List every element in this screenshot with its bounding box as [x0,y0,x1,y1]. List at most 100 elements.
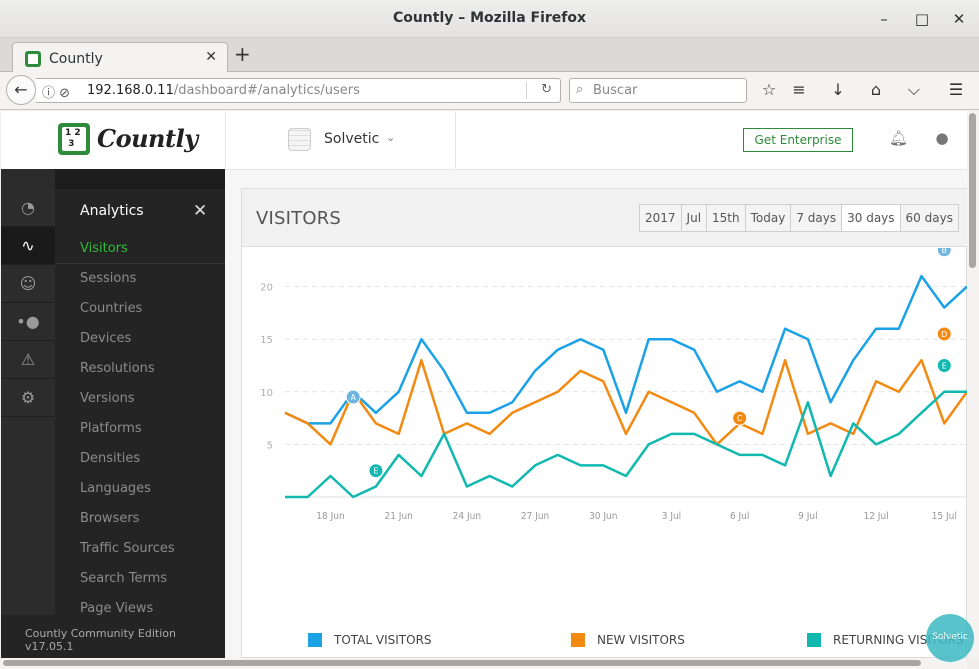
y-tick-label: 10 [260,388,273,399]
x-tick-label: 27 Jun [521,511,549,522]
search-input[interactable]: ⌕ Buscar [569,78,747,103]
pocket-icon[interactable]: ⌵ [907,80,921,99]
get-enterprise-button[interactable]: Get Enterprise [743,128,853,152]
submenu-divider [55,263,225,264]
minimize-icon[interactable]: – [880,10,888,28]
sidebar-item-languages[interactable]: Languages [80,481,151,496]
app-selector[interactable]: Solvetic ⌄ [225,111,456,169]
page-content: 1 2 3 Countly Solvetic ⌄ Get Enterprise … [1,111,967,658]
sidebar-item-resolutions[interactable]: Resolutions [80,361,155,376]
tab-bar: Countly ✕ [0,38,979,73]
date-selector: 2017 Jul 15th Today 7 days 30 days 60 da… [639,204,959,232]
logo-text: Countly [97,124,198,153]
search-icon: ⌕ [576,82,584,97]
sidebar-top-strip [1,169,225,189]
countly-favicon-icon [25,51,41,67]
sidebar-item-densities[interactable]: Densities [80,451,141,466]
y-tick-label: 15 [260,335,273,346]
analytics-pulse-icon[interactable]: ∿ [1,227,55,265]
annotation-marker [936,326,952,342]
downloads-icon[interactable]: ↓ [831,80,845,99]
series-line-1 [284,274,967,425]
sidebar-item-traffic-sources[interactable]: Traffic Sources [80,541,175,556]
back-button[interactable]: ← [6,75,36,105]
search-placeholder: Buscar [593,83,638,98]
engagement-smiley-icon[interactable]: ☺ [1,265,55,303]
sidebar-item-browsers[interactable]: Browsers [80,511,140,526]
close-window-icon[interactable]: ✕ [952,10,966,28]
chevron-down-icon: ⌄ [386,131,396,144]
date-button-2017[interactable]: 2017 [640,205,682,231]
date-button-7-days[interactable]: 7 days [791,205,843,231]
tab-label: Countly [49,51,103,67]
x-tick-label: 30 Jun [589,511,617,522]
url-text: 192.168.0.11/dashboard#/analytics/users [87,83,360,98]
annotation-marker [732,410,748,426]
horizontal-scrollbar[interactable] [1,658,967,669]
legend-total-visitors[interactable]: TOTAL VISITORS [308,633,432,647]
date-button-15th[interactable]: 15th [707,205,746,231]
header-divider [225,169,967,170]
vertical-scrollbar[interactable] [967,111,979,658]
title-bar: Countly – Mozilla Firefox – □ ✕ [0,0,979,38]
sidebar-item-devices[interactable]: Devices [80,331,132,346]
close-tab-icon[interactable]: ✕ [205,49,217,65]
annotation-label: D [941,330,947,339]
x-tick-label: 15 Jul [932,511,957,522]
site-info-icon[interactable]: ⓘ ⊘ [42,86,71,101]
crashes-warning-icon[interactable]: ⚠ [1,341,55,379]
reload-icon[interactable]: ↻ [541,82,552,97]
legend-new-visitors[interactable]: NEW VISITORS [571,633,685,647]
submenu-title: Analytics [80,203,144,219]
url-bar[interactable]: ⓘ ⊘ 192.168.0.11/dashboard#/analytics/us… [36,78,561,103]
sidebar-item-platforms[interactable]: Platforms [80,421,142,436]
settings-gear-icon[interactable]: ⚙ [1,379,55,417]
events-bubbles-icon[interactable]: •● [1,303,55,341]
solvetic-watermark: Solvetic [926,614,974,662]
annotation-label: C [737,414,743,423]
date-button-30-days[interactable]: 30 days [842,205,901,231]
sidebar-item-versions[interactable]: Versions [80,391,135,406]
dashboard-gauge-icon[interactable]: ◔ [1,189,55,227]
app-name: Solvetic [324,131,380,147]
sidebar-icon-rail: ◔ ∿ ☺ •● ⚠ ⚙ [1,169,55,658]
window-title: Countly – Mozilla Firefox [392,10,587,26]
app-icon [288,128,311,151]
sidebar-item-sessions[interactable]: Sessions [80,271,137,286]
home-icon[interactable]: ⌂ [870,80,882,99]
x-tick-label: 9 Jul [798,511,817,522]
bell-icon[interactable]: 🔔︎ [889,129,909,147]
date-button-jul[interactable]: Jul [682,205,708,231]
new-tab-icon[interactable]: + [234,42,251,66]
x-tick-label: 6 Jul [730,511,749,522]
date-button-60-days[interactable]: 60 days [905,211,953,225]
x-tick-label: 18 Jun [316,511,344,522]
maximize-icon[interactable]: □ [914,10,930,28]
bookmark-star-icon[interactable]: ☆ [761,80,777,99]
close-icon[interactable]: ✕ [193,201,208,221]
browser-tab[interactable]: Countly ✕ [12,42,228,73]
series-line-3 [285,390,967,499]
annotation-label: E [942,362,947,371]
user-icon[interactable]: ● [935,129,949,147]
bookmarks-list-icon[interactable]: ≡ [792,80,806,99]
countly-logo[interactable]: 1 2 3 Countly [1,111,225,169]
annotation-marker [936,358,952,373]
annotation-marker [345,389,361,405]
menu-icon[interactable]: ☰ [948,80,964,99]
sidebar-item-countries[interactable]: Countries [80,301,143,316]
sidebar-item-page-views[interactable]: Page Views [80,601,154,616]
series-line-2 [284,358,967,446]
edition-label: Countly Community Edition v17.05.1 [25,627,176,653]
date-button-today[interactable]: Today [746,205,792,231]
sidebar-item-search-terms[interactable]: Search Terms [80,571,168,586]
countly-logo-icon: 1 2 3 [58,123,90,155]
annotation-label: E [373,467,378,476]
x-tick-label: 21 Jun [384,511,412,522]
y-tick-label: 5 [267,440,273,451]
sidebar-item-visitors[interactable]: Visitors [80,241,128,256]
y-tick-label: 20 [260,283,273,294]
annotation-marker [936,248,952,258]
